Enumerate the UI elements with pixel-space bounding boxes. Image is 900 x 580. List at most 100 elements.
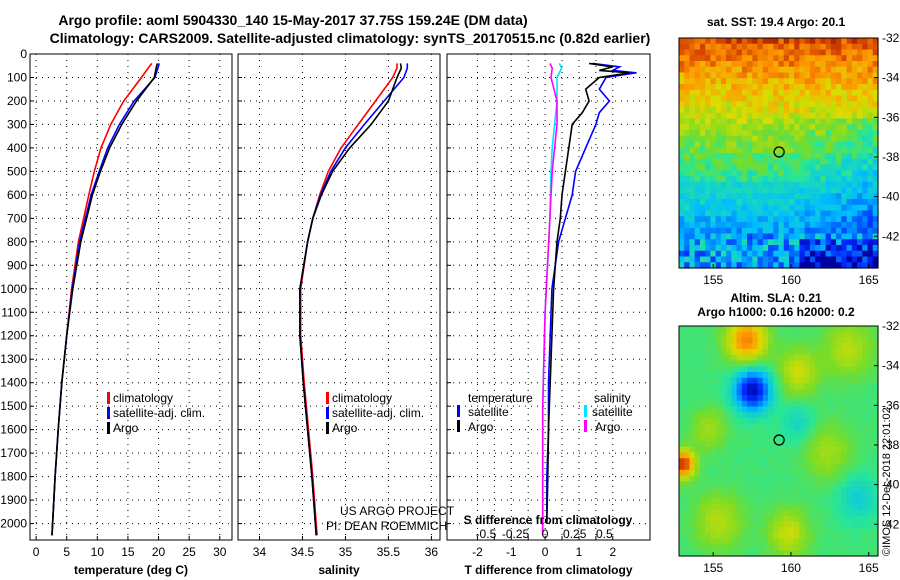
map-cell — [736, 43, 743, 51]
map-cell — [862, 464, 869, 471]
map-cell — [762, 481, 769, 488]
map-cell — [804, 61, 811, 68]
map-cell — [872, 469, 879, 477]
map-cell — [794, 406, 801, 413]
map-cell — [710, 135, 717, 143]
map-cell — [815, 250, 821, 258]
map-cell — [778, 61, 785, 68]
map-cell — [804, 101, 811, 108]
map-cell — [715, 170, 722, 177]
map-cell — [857, 429, 863, 436]
map-cell — [762, 204, 769, 212]
map-cell — [757, 435, 764, 442]
map-cell — [710, 118, 717, 125]
map-cell — [872, 78, 879, 85]
map-cell — [825, 475, 832, 482]
map-cell — [846, 331, 853, 339]
map-cell — [809, 515, 816, 523]
map-cell — [851, 343, 858, 350]
depth-tick-label: 0 — [20, 47, 27, 61]
map-cell — [689, 326, 696, 333]
map-cell — [710, 101, 717, 108]
map-cell — [694, 147, 701, 154]
map-cell — [726, 475, 732, 482]
map-cell — [778, 464, 785, 471]
map-cell — [699, 441, 706, 448]
map-cell — [705, 372, 712, 379]
map-cell — [747, 389, 753, 396]
map-cell — [731, 250, 738, 258]
map-cell — [820, 446, 827, 454]
map-cell — [804, 360, 811, 367]
map-cell — [820, 250, 827, 258]
map-cell — [841, 429, 848, 436]
map-cell — [679, 487, 685, 494]
map-cell — [783, 360, 790, 367]
map-cell — [783, 61, 790, 68]
map-cell — [736, 464, 743, 471]
map-cell — [783, 164, 790, 171]
map-cell — [757, 187, 764, 194]
map-cell — [731, 395, 738, 402]
map-cell — [720, 400, 727, 408]
map-cell — [815, 412, 821, 419]
map-cell — [830, 55, 837, 62]
map-cell — [836, 124, 842, 131]
map-cell — [836, 95, 842, 102]
map-cell — [752, 550, 759, 557]
map-cell — [804, 233, 811, 240]
map-cell — [710, 164, 717, 171]
map-cell — [773, 227, 780, 235]
map-cell — [726, 429, 732, 436]
map-cell — [731, 452, 738, 459]
map-cell — [699, 492, 706, 500]
map-cell — [872, 533, 879, 540]
legend-label-1: satellite-adj. clim. — [113, 406, 205, 420]
map-cell — [710, 199, 717, 206]
map-cell — [699, 193, 706, 200]
map-cell — [804, 538, 811, 546]
map-cell — [762, 360, 769, 367]
map-cell — [710, 55, 717, 62]
map-cell — [705, 250, 712, 258]
map-cell — [768, 412, 774, 419]
map-cell — [773, 544, 780, 551]
map-cell — [867, 406, 874, 413]
map-cell — [799, 481, 806, 488]
map-cell — [757, 170, 764, 177]
map-cell — [715, 406, 722, 413]
map-cell — [731, 544, 738, 551]
map-cell — [684, 487, 691, 494]
map-cell — [699, 366, 706, 373]
map-cell — [699, 550, 706, 557]
map-cell — [778, 118, 785, 125]
map-cell — [862, 250, 869, 258]
map-cell — [788, 176, 795, 183]
map-cell — [815, 521, 821, 528]
map-cell — [783, 418, 790, 425]
map-cell — [710, 360, 717, 367]
map-cell — [867, 354, 874, 362]
legend-swatch-1 — [326, 407, 329, 419]
map-cell — [726, 147, 732, 154]
map-cell — [788, 400, 795, 408]
map-cell — [752, 326, 759, 333]
map-cell — [720, 84, 727, 91]
map-cell — [862, 118, 869, 125]
map-cell — [841, 147, 848, 154]
map-cell — [726, 262, 732, 269]
map-cell — [726, 239, 732, 246]
map-cell — [757, 458, 764, 465]
map-cell — [762, 130, 769, 137]
map-cell — [820, 78, 827, 85]
map-cell — [846, 383, 853, 390]
map-cell — [741, 256, 748, 263]
map-cell — [804, 89, 811, 97]
map-cell — [741, 527, 748, 534]
map-cell — [778, 343, 785, 350]
map-y-tick-label: -34 — [882, 359, 900, 373]
map-cell — [783, 170, 790, 177]
map-cell — [694, 441, 701, 448]
map-cell — [757, 118, 764, 125]
map-cell — [872, 475, 879, 482]
